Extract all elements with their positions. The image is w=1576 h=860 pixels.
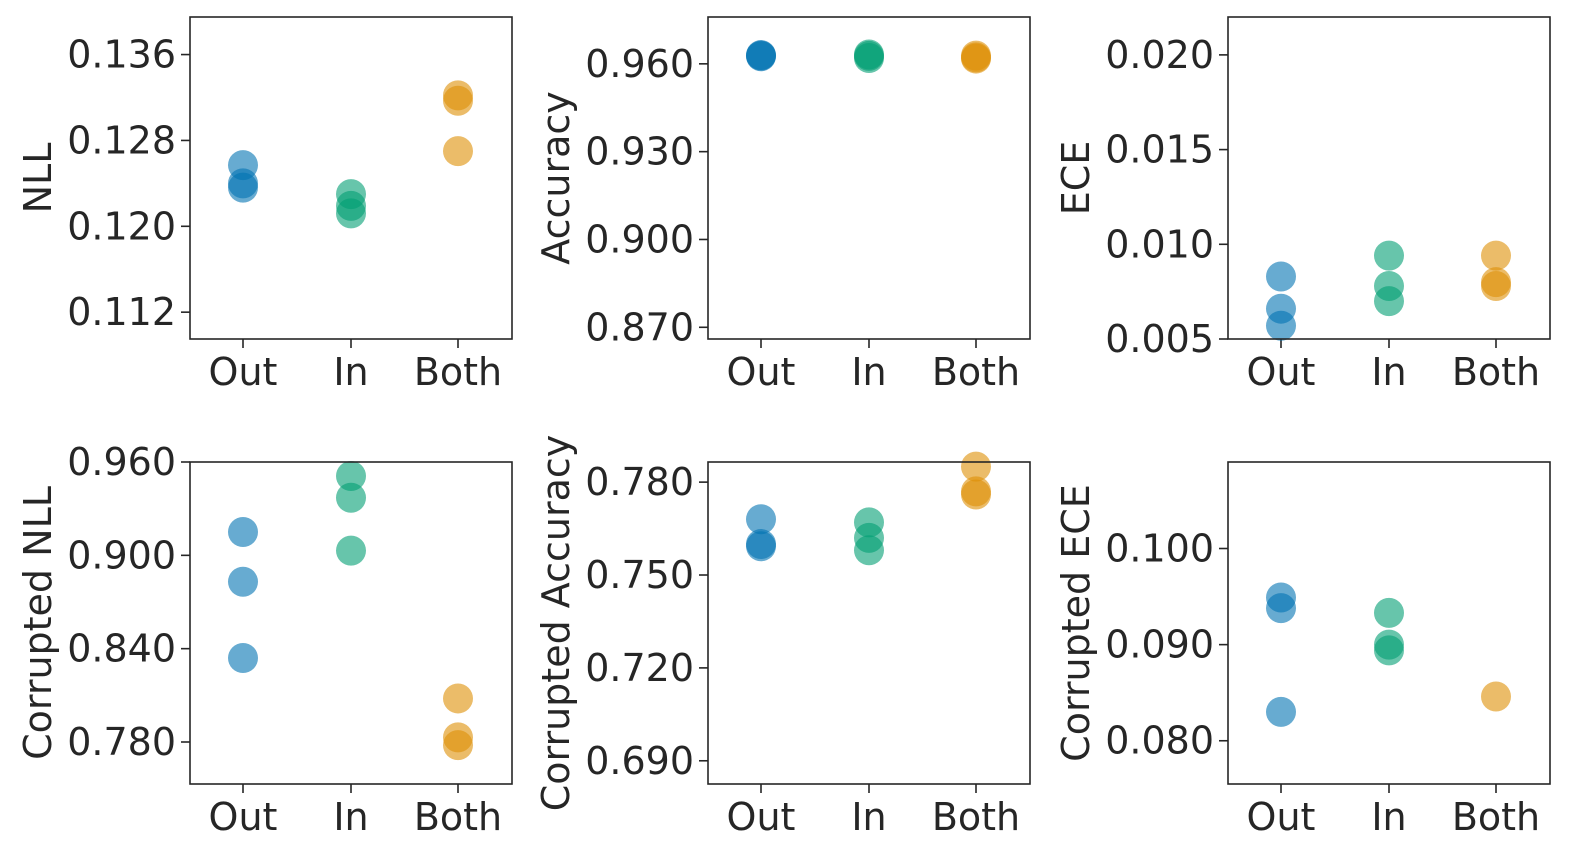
- data-point-in: [336, 482, 366, 513]
- y-tick-label: 0.900: [67, 533, 176, 577]
- y-tick-label: 0.005: [1105, 317, 1214, 361]
- x-tick-label: Both: [1452, 795, 1540, 839]
- y-tick-label: 0.090: [1105, 623, 1214, 667]
- axes-frame: [707, 16, 1031, 340]
- x-tick-label: Out: [727, 795, 796, 839]
- data-point-out: [1266, 696, 1296, 727]
- x-tick-label: Out: [1247, 350, 1316, 394]
- data-point-both: [961, 43, 991, 74]
- data-point-out: [746, 531, 776, 562]
- data-point-in: [1374, 635, 1404, 666]
- data-point-out: [1266, 593, 1296, 624]
- y-axis-label: Corrupted NLL: [16, 486, 60, 760]
- x-tick-label: Out: [727, 350, 796, 394]
- data-point-out: [746, 504, 776, 535]
- y-tick-label: 0.100: [1105, 527, 1214, 571]
- y-tick-label: 0.136: [67, 33, 176, 77]
- y-tick-label: 0.780: [67, 720, 176, 764]
- x-tick-label: Out: [209, 350, 278, 394]
- x-tick-label: Both: [414, 350, 502, 394]
- y-tick-label: 0.900: [585, 217, 694, 261]
- data-point-in: [1374, 286, 1404, 317]
- panel-ece: 0.005 0.010 0.015 0.020 Out In Both ECE: [1054, 16, 1551, 394]
- x-tick-label: Both: [932, 350, 1020, 394]
- y-tick-label: 0.080: [1105, 719, 1214, 763]
- data-point-out: [228, 517, 258, 547]
- x-tick-label: In: [333, 350, 368, 394]
- y-tick-label: 0.690: [585, 739, 694, 783]
- y-tick-label: 0.015: [1105, 128, 1214, 172]
- data-point-both: [443, 136, 473, 167]
- x-tick-label: Out: [1247, 795, 1316, 839]
- data-point-in: [1374, 597, 1404, 628]
- y-axis-label: Corrupted Accuracy: [534, 435, 578, 812]
- data-point-out: [1266, 310, 1296, 341]
- data-point-out: [228, 643, 258, 673]
- y-axis-label: Accuracy: [534, 91, 578, 265]
- x-tick-label: Both: [932, 795, 1020, 839]
- y-axis-label: NLL: [16, 143, 60, 214]
- y-tick-label: 0.112: [67, 290, 176, 334]
- y-tick-label: 0.870: [585, 305, 694, 349]
- x-tick-label: Both: [414, 795, 502, 839]
- axes-frame: [189, 16, 513, 340]
- data-point-both: [1481, 270, 1511, 301]
- x-tick-label: Both: [1452, 350, 1540, 394]
- axes-frame: [189, 461, 513, 785]
- data-point-in: [854, 42, 884, 73]
- y-tick-label: 0.720: [585, 646, 694, 690]
- y-tick-label: 0.120: [67, 204, 176, 248]
- axes-frame: [707, 461, 1031, 785]
- data-point-out: [746, 41, 776, 72]
- data-point-both: [1481, 240, 1511, 271]
- data-point-in: [336, 461, 366, 491]
- panel-nll: 0.112 0.120 0.128 0.136 Out In Both NLL: [16, 16, 513, 394]
- y-tick-label: 0.010: [1105, 222, 1214, 266]
- data-point-in: [854, 535, 884, 566]
- data-point-out: [228, 566, 258, 597]
- y-tick-label: 0.930: [585, 130, 694, 174]
- y-tick-label: 0.128: [67, 118, 176, 162]
- x-tick-label: In: [1371, 350, 1406, 394]
- x-tick-label: In: [333, 795, 368, 839]
- y-tick-label: 0.750: [585, 553, 694, 597]
- data-point-out: [228, 172, 258, 203]
- panel-accuracy: 0.870 0.900 0.930 0.960 Out In Both Accuracy: [534, 16, 1031, 394]
- data-point-in: [336, 535, 366, 566]
- x-tick-label: In: [851, 350, 886, 394]
- y-tick-label: 0.020: [1105, 33, 1214, 77]
- axes-frame: [1227, 461, 1551, 785]
- data-point-in: [336, 198, 366, 229]
- panel-corrupted-nll: 0.780 0.840 0.900 0.960 Out In Both Corrupted N…: [16, 440, 513, 839]
- data-point-both: [443, 85, 473, 116]
- y-tick-label: 0.840: [67, 627, 176, 671]
- data-point-both: [961, 451, 991, 482]
- x-tick-label: Out: [209, 795, 278, 839]
- y-tick-label: 0.780: [585, 460, 694, 504]
- axes-frame: [1227, 16, 1551, 340]
- data-point-out: [1266, 261, 1296, 292]
- panel-corrupted-accuracy: 0.690 0.720 0.750 0.780 Out In Both Corrupted A…: [534, 435, 1031, 839]
- panel-corrupted-ece: 0.080 0.090 0.100 Out In Both Corrupted ECE: [1054, 461, 1551, 839]
- data-point-both: [1481, 681, 1511, 712]
- x-tick-label: In: [851, 795, 886, 839]
- data-point-in: [1374, 240, 1404, 271]
- y-axis-label: ECE: [1054, 141, 1098, 216]
- data-point-both: [443, 683, 473, 714]
- y-axis-label: Corrupted ECE: [1054, 484, 1098, 762]
- x-tick-label: In: [1371, 795, 1406, 839]
- data-point-both: [961, 479, 991, 510]
- data-point-both: [443, 730, 473, 761]
- y-tick-label: 0.960: [585, 42, 694, 86]
- y-tick-label: 0.960: [67, 440, 176, 484]
